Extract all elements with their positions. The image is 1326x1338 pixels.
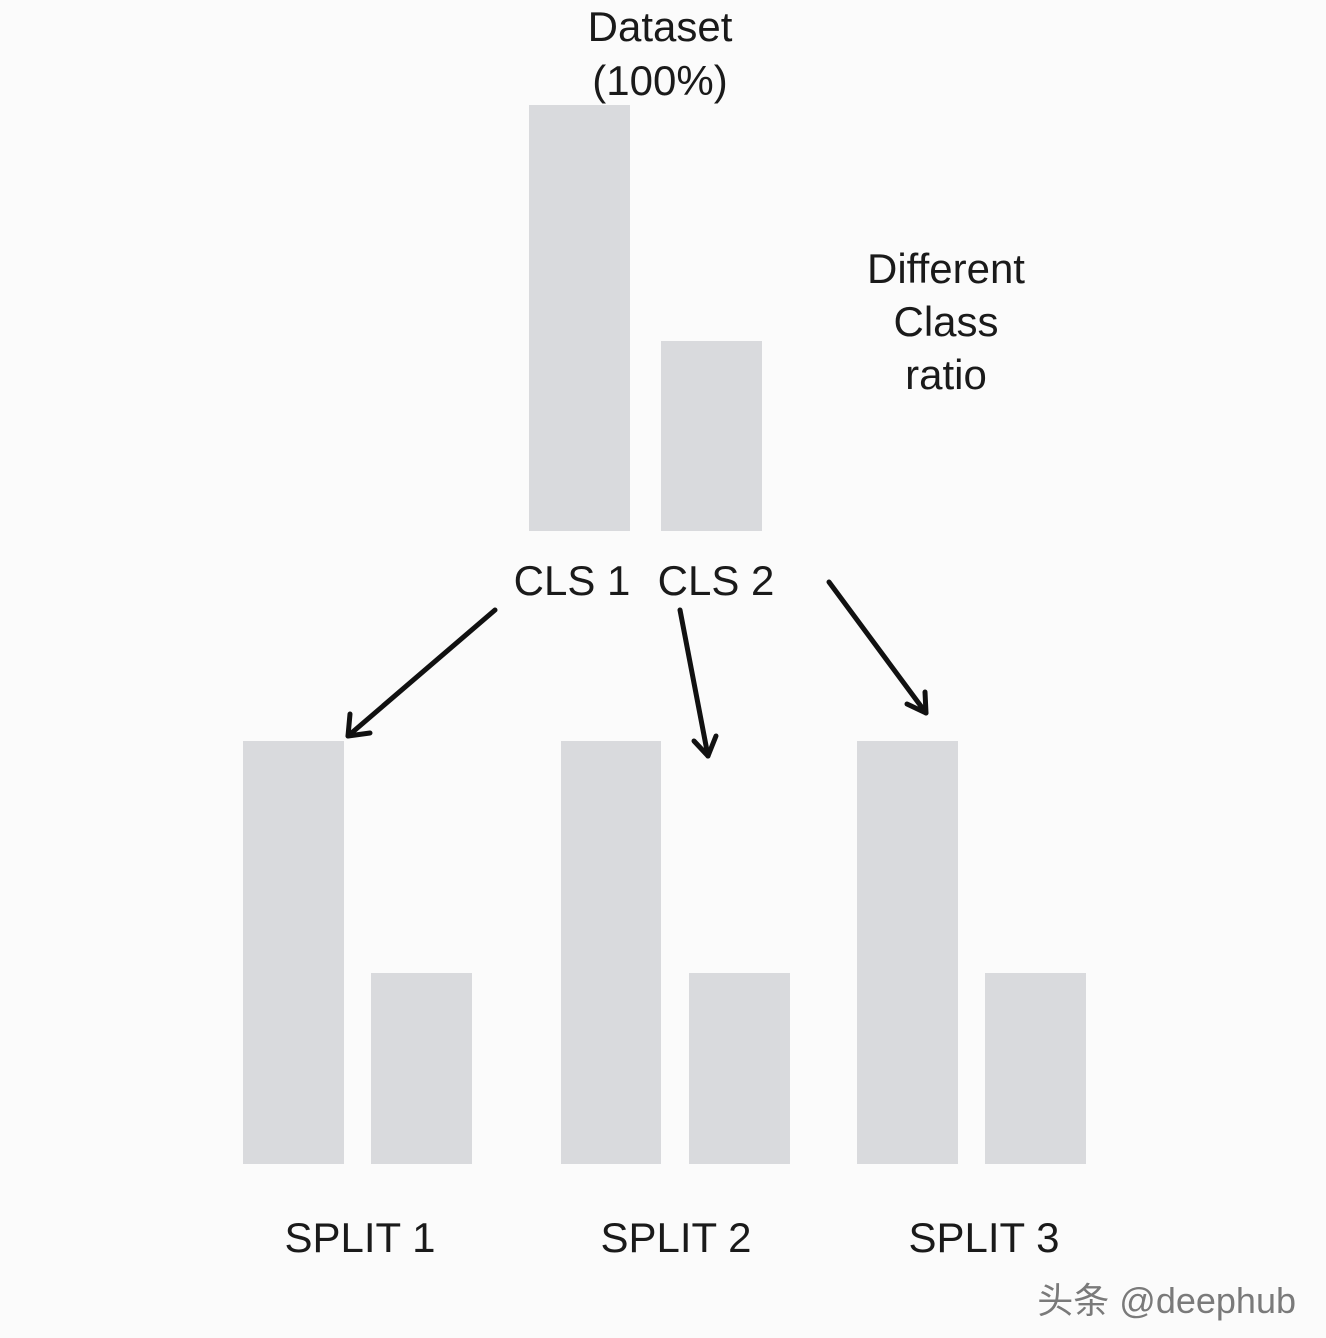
- class-label-cls1: CLS 1: [513, 557, 631, 604]
- split3-bar-cls1: [857, 741, 958, 1164]
- arrow-to-split1: [345, 607, 498, 739]
- split1-bar-cls1: [243, 741, 344, 1164]
- split-label-1: SPLIT 1: [284, 1214, 436, 1261]
- arrow-to-split3: [826, 579, 929, 716]
- dataset-title-line1: Dataset: [587, 3, 733, 50]
- note-line2: Class: [893, 298, 999, 345]
- dataset-bar-cls2: [661, 341, 762, 531]
- split-label-3: SPLIT 3: [908, 1214, 1060, 1261]
- arrow-to-split2: [677, 607, 719, 759]
- split2-bar-cls1: [561, 741, 661, 1164]
- dataset-title-line2: (100%): [592, 57, 728, 104]
- note-line3: ratio: [905, 351, 987, 398]
- dataset-bar-cls1: [529, 105, 630, 531]
- watermark: 头条 @deephub: [1037, 1280, 1296, 1321]
- split2-bar-cls2: [689, 973, 790, 1164]
- split-label-2: SPLIT 2: [600, 1214, 752, 1261]
- class-label-cls2: CLS 2: [657, 557, 775, 604]
- split3-bar-cls2: [985, 973, 1086, 1164]
- note-line1: Different: [867, 245, 1025, 292]
- split1-bar-cls2: [371, 973, 472, 1164]
